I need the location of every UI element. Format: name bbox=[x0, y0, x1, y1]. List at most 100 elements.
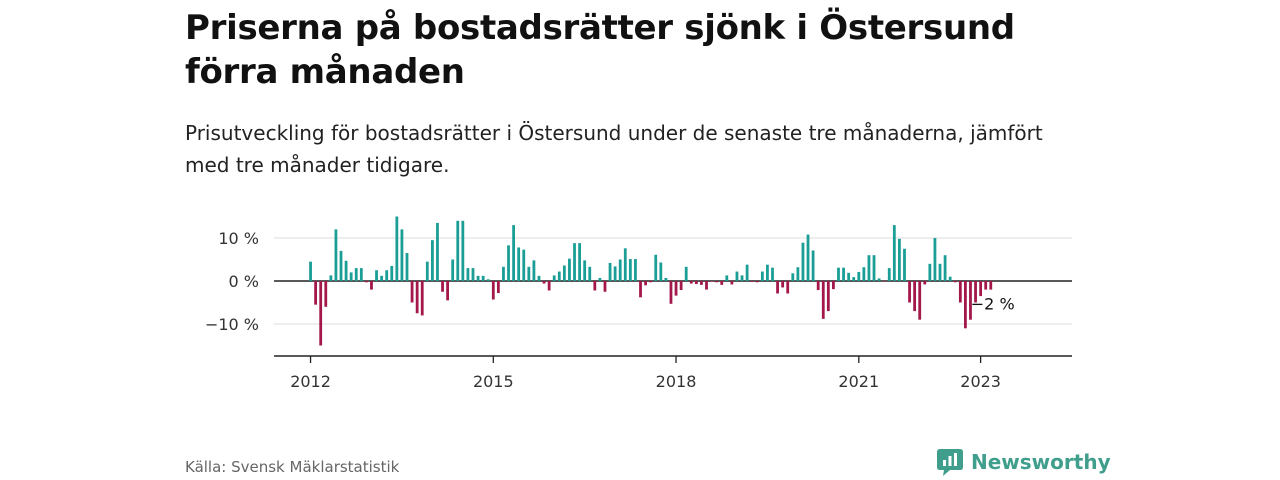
bar bbox=[771, 267, 774, 281]
bar bbox=[557, 271, 561, 281]
bar bbox=[481, 275, 485, 281]
bar bbox=[451, 259, 455, 281]
bar bbox=[593, 281, 597, 291]
bar bbox=[806, 234, 810, 281]
bar bbox=[796, 267, 800, 281]
bar bbox=[491, 281, 495, 300]
bar bbox=[649, 281, 653, 283]
bar bbox=[420, 281, 424, 316]
bar bbox=[918, 281, 922, 320]
bar bbox=[887, 268, 891, 281]
x-axis: 2012 2015 2018 2021 2023 bbox=[290, 356, 1001, 391]
bar bbox=[877, 278, 881, 281]
bar bbox=[837, 267, 840, 281]
bar bbox=[989, 281, 993, 290]
bar bbox=[471, 268, 475, 281]
bar bbox=[359, 268, 363, 281]
bar bbox=[969, 281, 972, 320]
bar bbox=[436, 222, 439, 281]
bar bbox=[664, 277, 668, 281]
bar bbox=[776, 281, 779, 294]
bar bbox=[461, 220, 465, 281]
gridlines bbox=[274, 237, 1072, 325]
bar bbox=[415, 281, 419, 314]
bar bbox=[923, 281, 927, 285]
y-tick-label: −10 % bbox=[205, 315, 259, 334]
bar bbox=[974, 281, 977, 303]
bar bbox=[826, 281, 830, 312]
x-tick-label: 2023 bbox=[960, 372, 1001, 391]
bar bbox=[791, 273, 795, 281]
bar bbox=[735, 271, 739, 281]
bar bbox=[476, 275, 480, 281]
bar bbox=[532, 260, 536, 281]
bar bbox=[760, 271, 764, 281]
bar bbox=[608, 262, 612, 281]
bar-series bbox=[309, 216, 993, 346]
bar bbox=[705, 281, 708, 290]
bar bbox=[832, 281, 835, 290]
bar bbox=[898, 238, 901, 281]
bar bbox=[882, 281, 886, 282]
bar bbox=[913, 281, 917, 312]
bar bbox=[314, 281, 318, 305]
x-tick-label: 2021 bbox=[838, 372, 879, 391]
bar bbox=[329, 275, 333, 281]
newsworthy-logo-icon bbox=[937, 449, 963, 476]
bar bbox=[522, 249, 526, 281]
bar bbox=[801, 242, 805, 281]
bar bbox=[385, 270, 389, 281]
bar bbox=[674, 281, 678, 296]
bar bbox=[786, 281, 790, 294]
bar bbox=[380, 275, 384, 281]
bar bbox=[309, 261, 312, 281]
bar bbox=[456, 220, 460, 281]
chart-title: Priserna på bostadsrätter sjönk i Östers… bbox=[185, 8, 1015, 92]
bar bbox=[578, 243, 581, 281]
bar bbox=[568, 258, 571, 281]
bar bbox=[395, 216, 399, 281]
bar bbox=[375, 270, 378, 281]
bar bbox=[730, 281, 734, 285]
bar bbox=[370, 281, 373, 290]
bar bbox=[715, 281, 719, 283]
y-tick-label: 10 % bbox=[218, 229, 259, 248]
bar bbox=[943, 255, 947, 281]
bar bbox=[740, 275, 744, 281]
bar bbox=[512, 225, 515, 281]
bar bbox=[486, 279, 490, 281]
bar bbox=[867, 255, 871, 281]
bar bbox=[755, 281, 759, 283]
bar bbox=[507, 245, 510, 281]
x-tick-label: 2018 bbox=[656, 372, 697, 391]
bar bbox=[542, 281, 546, 284]
bar bbox=[852, 277, 856, 281]
bar bbox=[628, 259, 632, 281]
bar bbox=[684, 266, 688, 281]
bar bbox=[964, 281, 967, 329]
bar bbox=[857, 271, 861, 281]
bar bbox=[816, 281, 820, 291]
last-value-label: −2 % bbox=[971, 295, 1015, 314]
bar bbox=[573, 243, 576, 281]
bar bbox=[405, 253, 409, 281]
bar bbox=[349, 272, 353, 281]
bar bbox=[623, 248, 627, 281]
bar bbox=[583, 260, 587, 281]
x-tick-label: 2012 bbox=[290, 372, 331, 391]
bar bbox=[821, 281, 825, 319]
bar bbox=[644, 281, 647, 286]
source-note: Källa: Svensk Mäklarstatistik bbox=[185, 458, 400, 476]
bar bbox=[598, 277, 602, 281]
y-axis: 10 % 0 % −10 % bbox=[205, 229, 259, 334]
bar bbox=[634, 259, 637, 281]
bar bbox=[953, 281, 957, 283]
bar bbox=[694, 281, 698, 285]
bar bbox=[613, 266, 617, 281]
bar-chart: 10 % 0 % −10 % 2012 2015 2018 2021 2023 −2 % bbox=[205, 216, 1072, 391]
bar bbox=[689, 281, 693, 284]
y-tick-label: 0 % bbox=[229, 272, 259, 291]
bar bbox=[390, 265, 394, 281]
bar bbox=[517, 247, 521, 281]
bar bbox=[958, 281, 962, 303]
